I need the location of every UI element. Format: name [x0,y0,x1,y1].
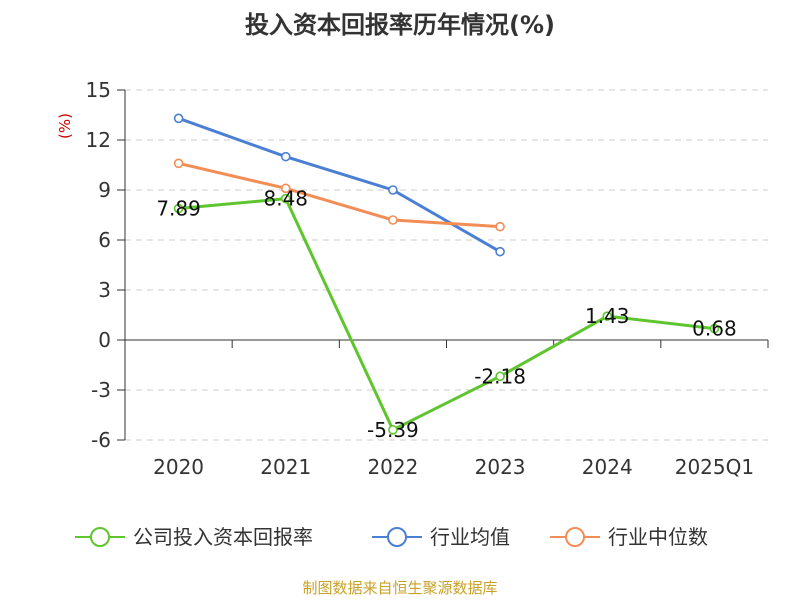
data-point [388,215,398,225]
data-label: 0.68 [692,317,737,341]
x-tick-label: 2022 [367,455,418,479]
legend-swatch-marker [387,527,407,547]
data-label: 1.43 [585,304,630,328]
data-point [280,151,291,162]
data-point [388,425,398,435]
legend-label: 公司投入资本回报率 [133,525,313,549]
y-tick-label: 9 [98,178,111,202]
y-axis-unit: (%) [56,113,74,139]
data-label: -2.18 [474,364,526,388]
data-point [173,203,184,214]
data-point [173,113,184,124]
x-tick-label: 2023 [475,455,526,479]
x-tick-label: 2021 [260,455,311,479]
data-point [495,221,505,232]
y-tick-label: -3 [91,378,111,402]
axes: 15 12 9 6 3 0 -3 -6 2020 2021 2022 2023 2024 2025Q1 [86,78,769,479]
y-tick-label: 15 [86,78,111,102]
series-line-2 [178,161,501,229]
x-tick-label: 2020 [153,455,204,479]
y-tick-label: 0 [98,328,111,352]
data-label: 8.48 [263,187,308,211]
data-point [709,323,720,334]
data-point [495,246,505,257]
y-tick-label: 12 [86,128,111,152]
data-label: -5.39 [367,418,419,442]
legend-swatch-marker [90,527,110,547]
data-point [280,193,291,204]
y-tick-label: 6 [98,228,111,252]
x-tick-label: 2025Q1 [675,455,754,479]
data-point [280,183,291,194]
y-tick-label: -6 [91,428,111,452]
x-tick-label: 2024 [582,455,633,479]
data-point [388,185,398,195]
data-point [602,311,613,321]
data-labels: 7.89 8.48 -5.39 -2.18 1.43 0.68 [156,187,736,442]
legend-swatch-marker [565,527,585,547]
data-label: 7.89 [156,197,201,221]
series-line-1 [178,116,501,253]
legend-label: 行业中位数 [608,525,708,549]
legend-label: 行业均值 [430,525,510,549]
data-point [495,371,505,382]
series-line-0 [178,197,715,432]
y-tick-label: 3 [98,278,111,302]
chart-title: 投入资本回报率历年情况(%) [245,11,555,39]
data-point [173,158,184,169]
source-note: 制图数据来自恒生聚源数据库 [302,579,497,597]
series-layer [173,113,720,435]
legend: 公司投入资本回报率 行业均值 行业中位数 [75,525,708,549]
gridlines [125,89,768,441]
